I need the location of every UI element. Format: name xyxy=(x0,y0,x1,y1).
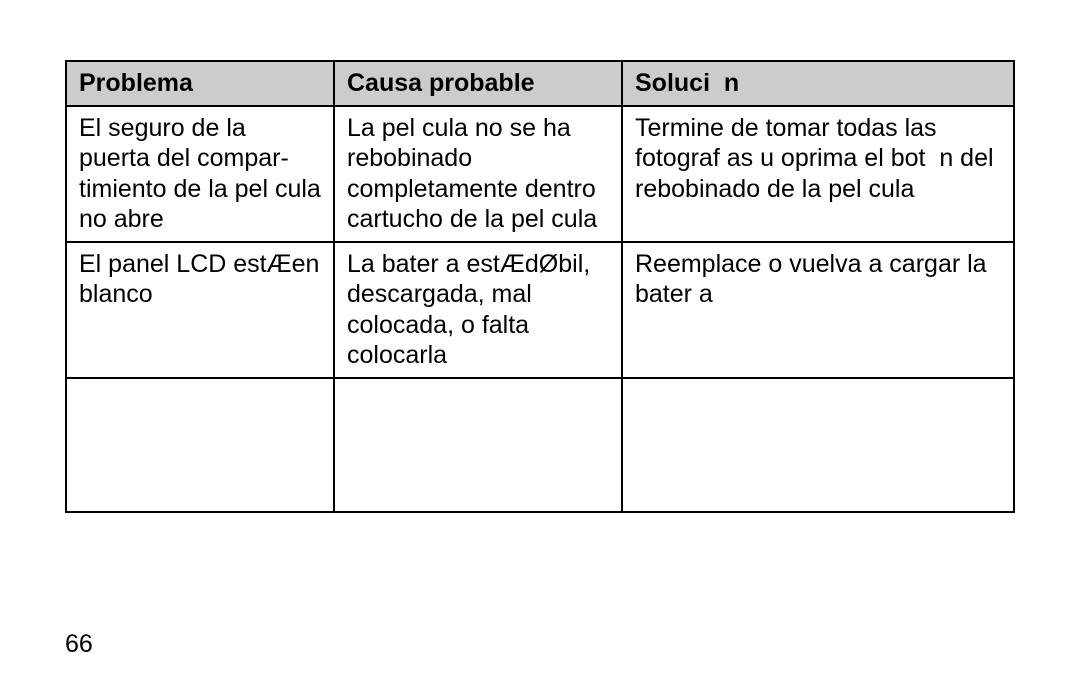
cell-solucion: Reemplace o vuelva a cargar la bater a xyxy=(622,242,1014,378)
spacer-cell xyxy=(66,378,334,512)
spacer-cell xyxy=(334,378,622,512)
cell-problema: El panel LCD estÆen blanco xyxy=(66,242,334,378)
cell-causa: La bater a estÆdØbil, descargada, mal co… xyxy=(334,242,622,378)
table-row: El panel LCD estÆen blanco La bater a es… xyxy=(66,242,1014,378)
col-header-solucion: Soluci n xyxy=(622,61,1014,106)
page-number: 66 xyxy=(65,630,93,659)
cell-causa: La pel cula no se ha rebobinado completa… xyxy=(334,106,622,242)
cell-solucion: Termine de tomar todas las fotograf as u… xyxy=(622,106,1014,242)
table-spacer-row xyxy=(66,378,1014,512)
col-header-problema: Problema xyxy=(66,61,334,106)
col-header-causa: Causa probable xyxy=(334,61,622,106)
manual-page: Problema Causa probable Soluci n El segu… xyxy=(0,0,1080,694)
troubleshooting-table: Problema Causa probable Soluci n El segu… xyxy=(65,60,1015,513)
cell-problema: El seguro de la puerta del compar-timien… xyxy=(66,106,334,242)
table-header-row: Problema Causa probable Soluci n xyxy=(66,61,1014,106)
spacer-cell xyxy=(622,378,1014,512)
table-row: El seguro de la puerta del compar-timien… xyxy=(66,106,1014,242)
